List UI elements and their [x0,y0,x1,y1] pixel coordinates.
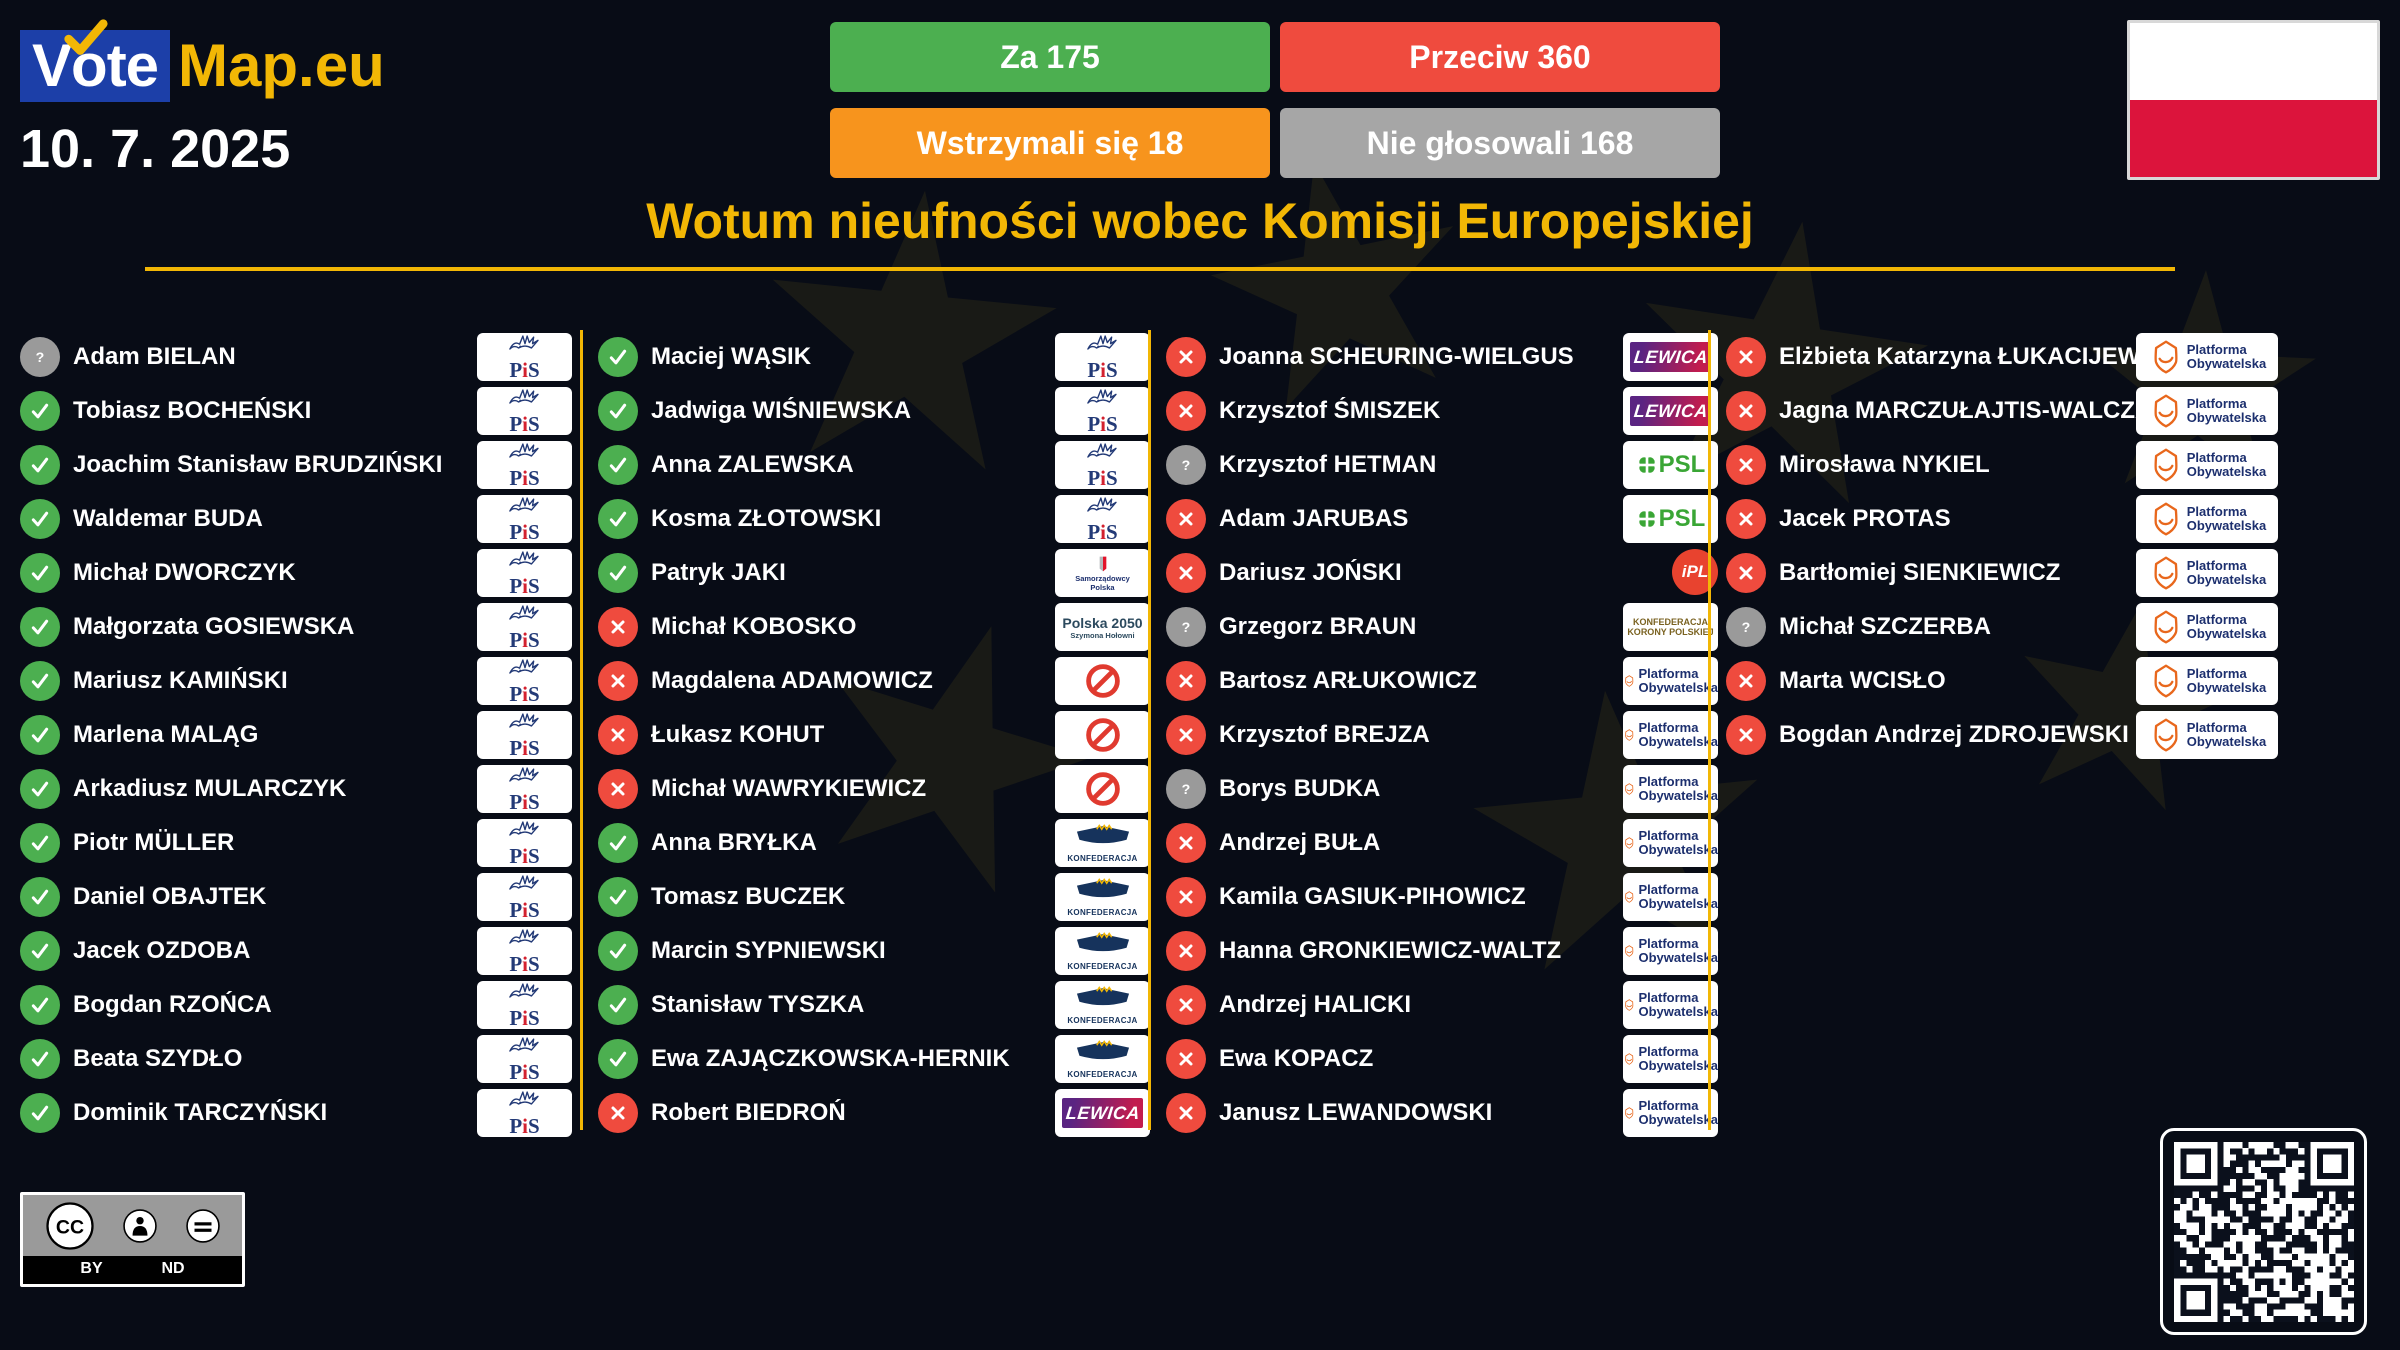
svg-text:?: ? [36,350,45,366]
svg-text:?: ? [1742,620,1751,636]
svg-text:?: ? [1182,458,1191,474]
svg-text:?: ? [1182,782,1191,798]
svg-text:CC: CC [55,1216,83,1238]
svg-text:?: ? [1182,620,1191,636]
